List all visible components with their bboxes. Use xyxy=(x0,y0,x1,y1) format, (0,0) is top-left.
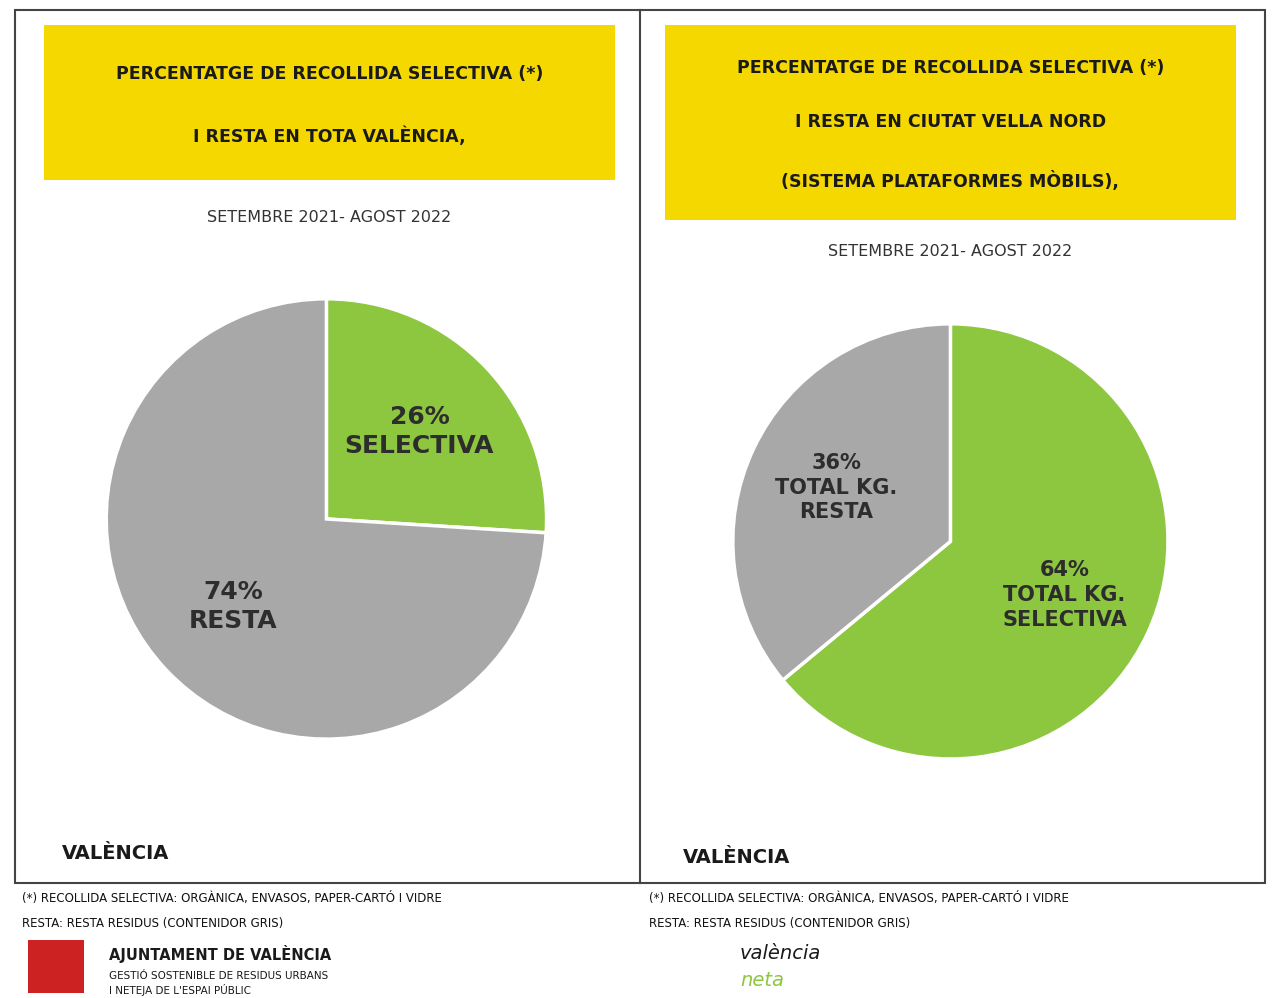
Text: RESTA: RESTA RESIDUS (CONTENIDOR GRIS): RESTA: RESTA RESIDUS (CONTENIDOR GRIS) xyxy=(22,917,283,930)
Text: AJUNTAMENT DE VALÈNCIA: AJUNTAMENT DE VALÈNCIA xyxy=(109,945,332,963)
Text: 64%
TOTAL KG.
SELECTIVA: 64% TOTAL KG. SELECTIVA xyxy=(1002,560,1126,630)
Text: 26%
SELECTIVA: 26% SELECTIVA xyxy=(344,405,494,458)
Text: I RESTA EN CIUTAT VELLA NORD: I RESTA EN CIUTAT VELLA NORD xyxy=(795,113,1106,132)
Text: GESTIÓ SOSTENIBLE DE RESIDUS URBANS: GESTIÓ SOSTENIBLE DE RESIDUS URBANS xyxy=(109,971,328,981)
Text: RESTA: RESTA RESIDUS (CONTENIDOR GRIS): RESTA: RESTA RESIDUS (CONTENIDOR GRIS) xyxy=(649,917,910,930)
Text: PERCENTATGE DE RECOLLIDA SELECTIVA (*): PERCENTATGE DE RECOLLIDA SELECTIVA (*) xyxy=(116,66,543,84)
Text: SETEMBRE 2021- AGOST 2022: SETEMBRE 2021- AGOST 2022 xyxy=(207,210,452,225)
Wedge shape xyxy=(326,298,547,533)
Text: 36%
TOTAL KG.
RESTA: 36% TOTAL KG. RESTA xyxy=(776,453,897,523)
Wedge shape xyxy=(783,323,1167,758)
Text: VALÈNCIA: VALÈNCIA xyxy=(682,847,790,866)
Text: neta: neta xyxy=(740,971,783,990)
Text: I NETEJA DE L'ESPAI PÚBLIC: I NETEJA DE L'ESPAI PÚBLIC xyxy=(109,984,251,996)
Text: (SISTEMA PLATAFORMES MÒBILS),: (SISTEMA PLATAFORMES MÒBILS), xyxy=(782,171,1119,191)
Text: SETEMBRE 2021- AGOST 2022: SETEMBRE 2021- AGOST 2022 xyxy=(828,245,1073,259)
Text: (*) RECOLLIDA SELECTIVA: ORGÀNICA, ENVASOS, PAPER-CARTÓ I VIDRE: (*) RECOLLIDA SELECTIVA: ORGÀNICA, ENVAS… xyxy=(22,892,442,905)
Text: VALÈNCIA: VALÈNCIA xyxy=(61,844,169,863)
Bar xyxy=(28,940,84,993)
Text: PERCENTATGE DE RECOLLIDA SELECTIVA (*): PERCENTATGE DE RECOLLIDA SELECTIVA (*) xyxy=(737,59,1164,77)
Wedge shape xyxy=(106,298,547,740)
Text: 74%
RESTA: 74% RESTA xyxy=(189,580,278,633)
Text: (*) RECOLLIDA SELECTIVA: ORGÀNICA, ENVASOS, PAPER-CARTÓ I VIDRE: (*) RECOLLIDA SELECTIVA: ORGÀNICA, ENVAS… xyxy=(649,892,1069,905)
Wedge shape xyxy=(733,323,951,680)
Text: valència: valència xyxy=(740,944,822,963)
Text: I RESTA EN TOTA VALÈNCIA,: I RESTA EN TOTA VALÈNCIA, xyxy=(193,127,466,146)
